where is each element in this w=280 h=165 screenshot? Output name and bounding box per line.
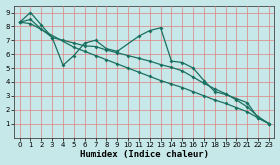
- X-axis label: Humidex (Indice chaleur): Humidex (Indice chaleur): [80, 150, 209, 159]
